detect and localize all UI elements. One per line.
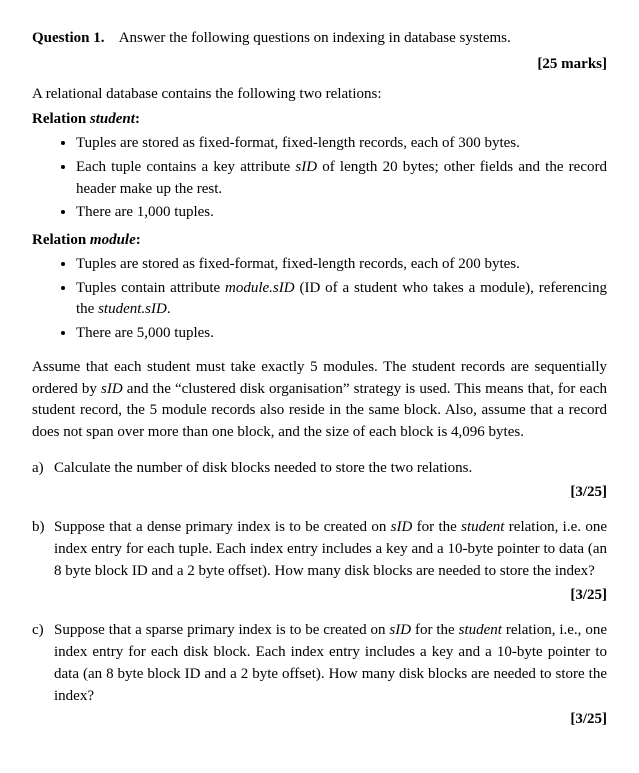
attr-name: sID (101, 381, 123, 397)
list-item: There are 5,000 tuples. (76, 323, 607, 345)
list-item: Each tuple contains a key attribute sID … (76, 157, 607, 201)
sub-label: c) (32, 620, 54, 707)
bullet-text: Tuples are stored as fixed-format, fixed… (76, 256, 520, 272)
subquestion-b: b) Suppose that a dense primary index is… (32, 517, 607, 582)
question-prompt: Answer the following questions on indexi… (119, 30, 511, 46)
sub-marks-a: [3/25] (32, 482, 607, 504)
student-bullets: Tuples are stored as fixed-format, fixed… (76, 133, 607, 224)
attr-name: sID (389, 622, 411, 638)
relation-name: student (90, 111, 135, 127)
bullet-text: Tuples are stored as fixed-format, fixed… (76, 135, 520, 151)
bullet-text: There are 1,000 tuples. (76, 204, 214, 220)
total-marks: [25 marks] (32, 54, 607, 76)
sub-label: b) (32, 517, 54, 582)
relation-ref: student (459, 622, 502, 638)
relation-colon: : (135, 111, 140, 127)
relation-colon: : (136, 232, 141, 248)
list-item: Tuples contain attribute module.sID (ID … (76, 278, 607, 322)
module-bullets: Tuples are stored as fixed-format, fixed… (76, 254, 607, 345)
question-number: Question 1. (32, 30, 105, 46)
bullet-text: Each tuple contains a key attribute (76, 159, 295, 175)
sub-text-part: Suppose that a dense primary index is to… (54, 519, 391, 535)
relation-student-header: Relation student: (32, 109, 607, 131)
sub-text-part: for the (412, 519, 461, 535)
attr-name: sID (295, 159, 317, 175)
assumption-para: Assume that each student must take exact… (32, 357, 607, 444)
relation-name: module (90, 232, 136, 248)
attr-name: module.sID (225, 280, 295, 296)
sub-text: Suppose that a sparse primary index is t… (54, 620, 607, 707)
relation-label: Relation (32, 232, 90, 248)
list-item: Tuples are stored as fixed-format, fixed… (76, 133, 607, 155)
bullet-text: . (167, 301, 171, 317)
list-item: There are 1,000 tuples. (76, 202, 607, 224)
sub-text: Calculate the number of disk blocks need… (54, 458, 607, 480)
bullet-text: There are 5,000 tuples. (76, 325, 214, 341)
sub-marks-c: [3/25] (32, 709, 607, 731)
attr-name: sID (391, 519, 413, 535)
subquestion-c: c) Suppose that a sparse primary index i… (32, 620, 607, 707)
sub-text-part: Suppose that a sparse primary index is t… (54, 622, 389, 638)
question-header: Question 1. Answer the following questio… (32, 28, 607, 50)
relation-module-header: Relation module: (32, 230, 607, 252)
bullet-text: Tuples contain attribute (76, 280, 225, 296)
intro-text: A relational database contains the follo… (32, 84, 607, 106)
sub-marks-b: [3/25] (32, 585, 607, 607)
sub-label: a) (32, 458, 54, 480)
sub-text-part: for the (411, 622, 459, 638)
sub-text: Suppose that a dense primary index is to… (54, 517, 607, 582)
list-item: Tuples are stored as fixed-format, fixed… (76, 254, 607, 276)
subquestion-a: a) Calculate the number of disk blocks n… (32, 458, 607, 480)
attr-name: student.sID (98, 301, 167, 317)
relation-label: Relation (32, 111, 90, 127)
relation-ref: student (461, 519, 504, 535)
